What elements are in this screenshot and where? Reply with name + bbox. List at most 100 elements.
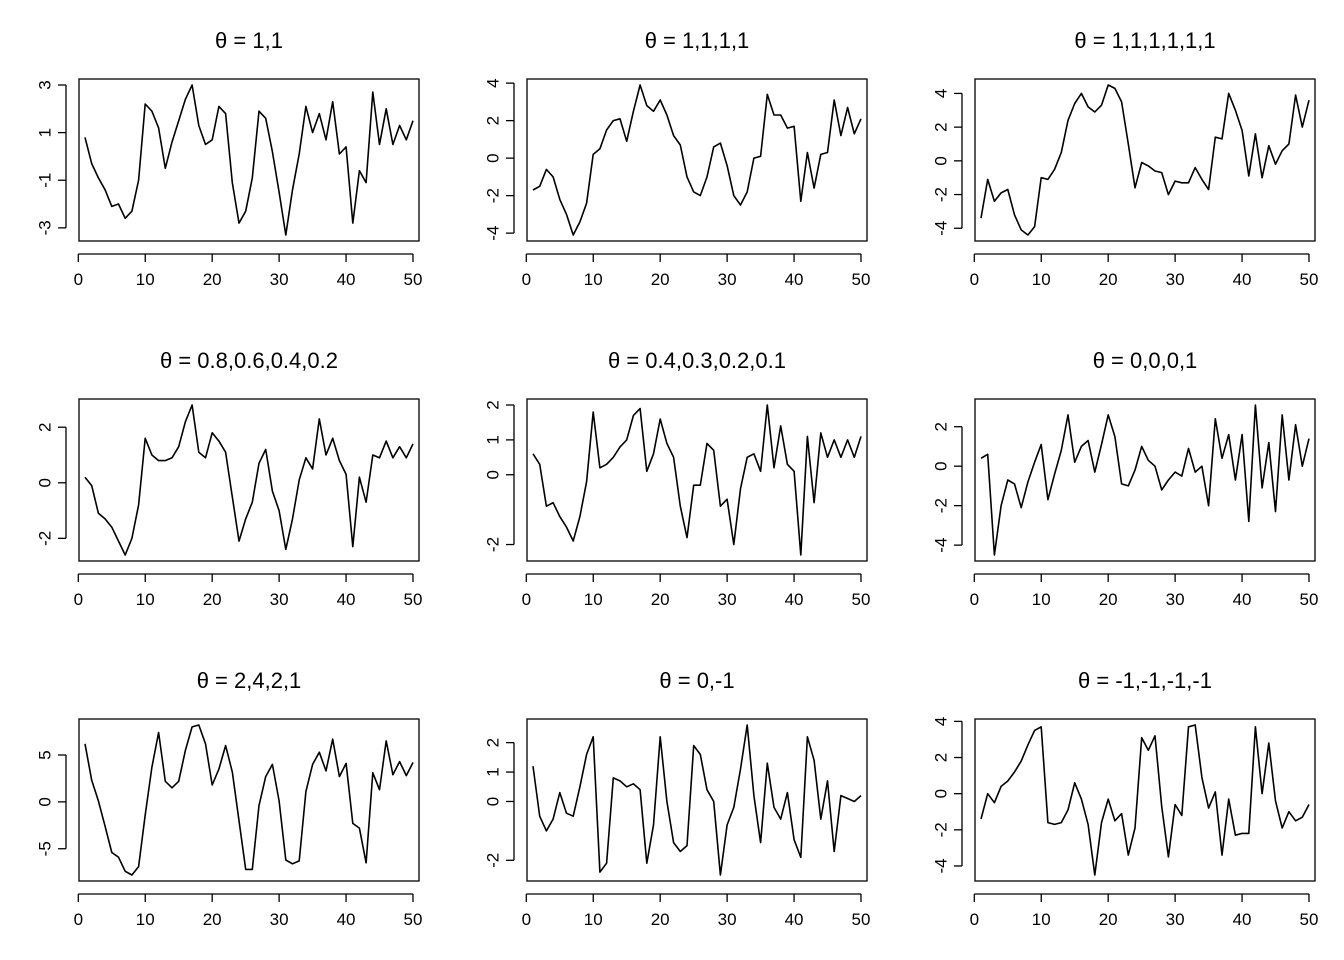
x-tick-label: 40 xyxy=(337,270,356,289)
y-tick-label: 0 xyxy=(484,797,503,806)
panel-title: θ = 0,-1 xyxy=(659,668,734,693)
plot-frame xyxy=(78,718,420,882)
y-tick-label: -2 xyxy=(932,822,951,837)
x-tick-label: 30 xyxy=(270,270,289,289)
panel-title: θ = 1,1,1,1 xyxy=(645,28,750,53)
y-tick-label: -2 xyxy=(484,853,503,868)
plot-frame xyxy=(78,398,420,562)
y-tick-label: 4 xyxy=(932,89,951,98)
x-tick-label: 50 xyxy=(852,590,871,609)
x-tick-label: 50 xyxy=(852,910,871,929)
panel-title: θ = 1,1 xyxy=(215,28,283,53)
panel-title: θ = 0.4,0.3,0.2,0.1 xyxy=(608,348,786,373)
x-tick-label: 20 xyxy=(203,270,222,289)
x-tick-label: 30 xyxy=(270,590,289,609)
panel-3: θ = 1,1,1,1,1,1 0 10 20 30 40 50 -4 -2 0 2 4 xyxy=(932,28,1319,289)
x-tick-label: 20 xyxy=(651,590,670,609)
x-tick-label: 50 xyxy=(404,590,423,609)
x-tick-label: 20 xyxy=(1099,270,1118,289)
x-tick-label: 10 xyxy=(584,270,603,289)
y-tick-label: -2 xyxy=(932,498,951,513)
y-tick-label: -3 xyxy=(36,220,55,235)
series-line xyxy=(532,84,862,236)
y-tick-label: 2 xyxy=(484,738,503,747)
y-tick-label: 2 xyxy=(36,422,55,431)
panel-2: θ = 1,1,1,1 0 10 20 30 40 50 -4 -2 0 2 4 xyxy=(484,28,871,289)
x-tick-label: 10 xyxy=(136,590,155,609)
x-tick-label: 20 xyxy=(1099,910,1118,929)
plot-frame xyxy=(526,718,868,882)
x-tick-label: 40 xyxy=(785,270,804,289)
x-tick-label: 30 xyxy=(718,270,737,289)
series-line xyxy=(532,724,862,876)
x-tick-label: 20 xyxy=(1099,590,1118,609)
panel-8: θ = 0,-1 0 10 20 30 40 50 -2 0 1 2 xyxy=(484,668,871,929)
x-tick-label: 40 xyxy=(785,590,804,609)
y-tick-label: 0 xyxy=(36,478,55,487)
x-tick-label: 40 xyxy=(785,910,804,929)
x-tick-label: 50 xyxy=(1300,590,1319,609)
panel-4: θ = 0.8,0.6,0.4,0.2 0 10 20 30 40 50 -2 0 2 xyxy=(36,348,423,609)
x-tick-label: 50 xyxy=(1300,910,1319,929)
x-tick-label: 40 xyxy=(337,590,356,609)
y-tick-label: -4 xyxy=(932,221,951,236)
y-tick-label: -4 xyxy=(932,538,951,553)
y-tick-label: 2 xyxy=(932,122,951,131)
y-tick-label: 2 xyxy=(932,422,951,431)
panel-title: θ = 0,0,0,1 xyxy=(1093,348,1198,373)
x-tick-label: 10 xyxy=(584,910,603,929)
y-tick-label: 2 xyxy=(932,753,951,762)
y-tick-label: -4 xyxy=(484,226,503,241)
series-line xyxy=(980,724,1310,876)
x-tick-label: 40 xyxy=(1233,590,1252,609)
y-tick-label: 5 xyxy=(36,750,55,759)
plot-frame xyxy=(974,718,1316,882)
series-line xyxy=(84,84,414,236)
y-tick-label: -2 xyxy=(484,188,503,203)
x-tick-label: 30 xyxy=(1166,910,1185,929)
x-tick-label: 30 xyxy=(1166,590,1185,609)
x-tick-label: 30 xyxy=(718,910,737,929)
x-tick-label: 0 xyxy=(970,590,979,609)
y-tick-label: 0 xyxy=(484,153,503,162)
x-tick-label: 20 xyxy=(651,910,670,929)
series-line xyxy=(980,84,1310,236)
x-tick-label: 20 xyxy=(651,270,670,289)
y-tick-label: 0 xyxy=(36,797,55,806)
series-line xyxy=(84,724,414,876)
x-tick-label: 0 xyxy=(74,910,83,929)
panel-title: θ = -1,-1,-1,-1 xyxy=(1078,668,1212,693)
y-tick-label: 1 xyxy=(36,128,55,137)
y-tick-label: 4 xyxy=(484,78,503,87)
y-tick-label: 0 xyxy=(932,461,951,470)
panel-title: θ = 1,1,1,1,1,1 xyxy=(1074,28,1215,53)
series-line xyxy=(84,404,414,556)
y-tick-label: -1 xyxy=(36,173,55,188)
x-tick-label: 50 xyxy=(852,270,871,289)
x-tick-label: 40 xyxy=(1233,270,1252,289)
plot-frame xyxy=(526,398,868,562)
x-tick-label: 10 xyxy=(1032,910,1051,929)
x-tick-label: 30 xyxy=(718,590,737,609)
x-tick-label: 30 xyxy=(1166,270,1185,289)
x-tick-label: 0 xyxy=(74,590,83,609)
x-tick-label: 10 xyxy=(584,590,603,609)
x-tick-label: 20 xyxy=(203,590,222,609)
x-tick-label: 10 xyxy=(1032,270,1051,289)
y-tick-label: 2 xyxy=(484,116,503,125)
x-tick-label: 50 xyxy=(1300,270,1319,289)
x-tick-label: 10 xyxy=(1032,590,1051,609)
x-tick-label: 10 xyxy=(136,270,155,289)
y-tick-label: 3 xyxy=(36,80,55,89)
y-tick-label: 0 xyxy=(932,156,951,165)
x-tick-label: 40 xyxy=(1233,910,1252,929)
panel-title: θ = 0.8,0.6,0.4,0.2 xyxy=(160,348,338,373)
x-tick-label: 0 xyxy=(74,270,83,289)
x-tick-label: 0 xyxy=(522,270,531,289)
x-tick-label: 50 xyxy=(404,270,423,289)
y-tick-label: -2 xyxy=(36,531,55,546)
y-tick-label: 1 xyxy=(484,767,503,776)
x-tick-label: 50 xyxy=(404,910,423,929)
y-tick-label: -4 xyxy=(932,858,951,873)
